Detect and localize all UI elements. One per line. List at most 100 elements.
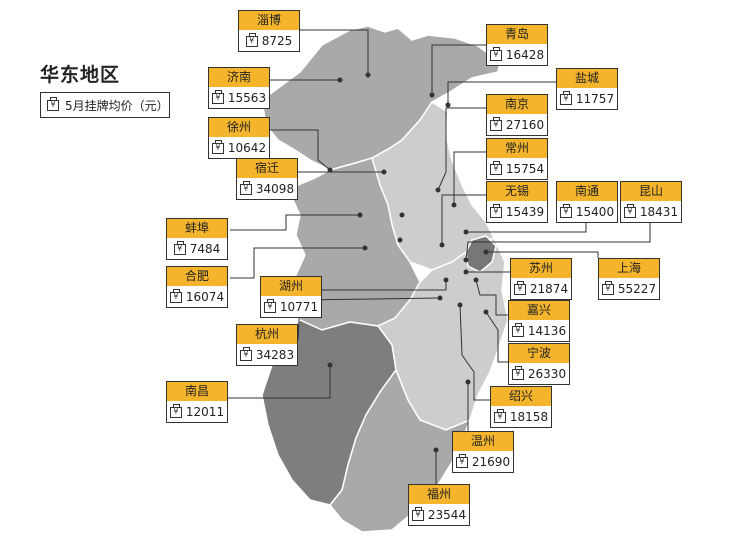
city-label-wenzhou: 温州 ¥21690 [452,431,514,473]
city-name: 嘉兴 [509,301,569,320]
city-dots [327,72,489,453]
region-shandong [261,25,501,171]
city-price: 10771 [279,300,319,314]
city-name: 蚌埠 [167,219,227,238]
legend-box: ¥ 5月挂牌均价（元） [40,92,170,118]
city-label-fuzhou: 福州 ¥23544 [408,484,470,526]
leader-line-huzhou [322,280,447,291]
city-name: 南昌 [167,382,227,401]
leader-line-changzhou [453,151,486,205]
leader-lines [228,29,651,501]
city-price: 18158 [509,410,549,424]
city-name: 杭州 [237,325,297,344]
wallet-icon: ¥ [493,408,506,423]
city-name: 南京 [487,95,547,114]
city-name: 淄博 [239,11,299,30]
city-price: 26330 [527,367,567,381]
wallet-icon: ¥ [511,322,524,337]
leader-line-nantong [466,220,587,233]
wallet-icon: ¥ [455,453,468,468]
city-label-bengbu: 蚌埠 ¥7484 [166,218,228,260]
city-price: 16074 [185,290,225,304]
city-name: 常州 [487,139,547,158]
city-price: 34098 [255,182,295,196]
city-label-jiaxing: 嘉兴 ¥14136 [508,300,570,342]
city-price: 8725 [261,34,293,48]
city-name: 昆山 [621,182,681,201]
city-label-suqian: 宿迁 ¥34098 [236,158,298,200]
leader-line-hefei [230,247,365,279]
city-name: 福州 [409,485,469,504]
city-name: 合肥 [167,267,227,286]
wallet-icon: ¥ [559,90,572,105]
wallet-icon: ¥ [411,506,424,521]
wallet-icon: ¥ [47,96,59,111]
leader-line-zibo [300,29,369,75]
city-name: 宁波 [509,344,569,363]
legend-title: 华东地区 [40,64,121,86]
wallet-icon: ¥ [211,89,224,104]
leader-line-shaoxing [459,304,490,401]
city-price: 18431 [639,205,679,219]
wallet-icon: ¥ [489,160,502,175]
region-shanghai [465,235,497,273]
city-label-wuxi: 无锡 ¥15439 [486,181,548,223]
city-label-zibo: 淄博 ¥8725 [238,10,300,52]
wallet-icon: ¥ [559,203,572,218]
city-price: 16428 [505,48,545,62]
city-label-ningbo: 宁波 ¥26330 [508,343,570,385]
city-label-suzhou: 苏州 ¥21874 [510,258,572,300]
city-name: 苏州 [511,259,571,278]
leader-line-wuxi [441,194,486,245]
legend-unit-label: 5月挂牌均价（元） [65,98,169,113]
city-label-shaoxing: 绍兴 ¥18158 [490,386,552,428]
city-label-xuzhou: 徐州 ¥10642 [208,117,270,159]
leader-line-xuzhou [270,129,331,171]
wallet-icon: ¥ [513,280,526,295]
city-price: 15400 [575,205,615,219]
leader-line-shanghai [486,251,599,258]
city-price: 55227 [617,282,657,296]
city-name: 温州 [453,432,513,451]
city-name: 济南 [209,68,269,87]
city-label-jinan: 济南 ¥15563 [208,67,270,109]
city-price: 10642 [227,141,267,155]
wallet-icon: ¥ [489,116,502,131]
city-label-qingdao: 青岛 ¥16428 [486,24,548,66]
wallet-icon: ¥ [263,298,276,313]
wallet-icon: ¥ [239,180,252,195]
city-label-huzhou: 湖州 ¥10771 [260,276,322,318]
city-price: 21690 [471,455,511,469]
city-price: 11757 [575,92,615,106]
city-name: 盐城 [557,69,617,88]
city-name: 湖州 [261,277,321,296]
wallet-icon: ¥ [211,139,224,154]
wallet-icon: ¥ [623,203,636,218]
city-label-shanghai: 上海 ¥55227 [598,258,660,300]
city-price: 15563 [227,91,267,105]
wallet-icon: ¥ [245,32,258,47]
city-name: 南通 [557,182,617,201]
city-label-kunshan: 昆山 ¥18431 [620,181,682,223]
city-price: 15754 [505,162,545,176]
wallet-icon: ¥ [489,203,502,218]
leader-line-kunshan [465,220,651,261]
city-label-nanchang: 南昌 ¥12011 [166,381,228,423]
city-price: 12011 [185,405,225,419]
wallet-icon: ¥ [601,280,614,295]
city-price: 15439 [505,205,545,219]
city-name: 宿迁 [237,159,297,178]
leader-line-jiaxing [475,279,508,316]
leader-line-ningbo [485,311,508,363]
city-name: 无锡 [487,182,547,201]
wallet-icon: ¥ [169,288,182,303]
city-price: 23544 [427,508,467,522]
city-price: 27160 [505,118,545,132]
wallet-icon: ¥ [511,365,524,380]
city-label-yancheng: 盐城 ¥11757 [556,68,618,110]
city-name: 徐州 [209,118,269,137]
city-label-hangzhou: 杭州 ¥34283 [236,324,298,366]
leader-line-yancheng [447,81,556,105]
leader-line-qingdao [431,44,486,95]
